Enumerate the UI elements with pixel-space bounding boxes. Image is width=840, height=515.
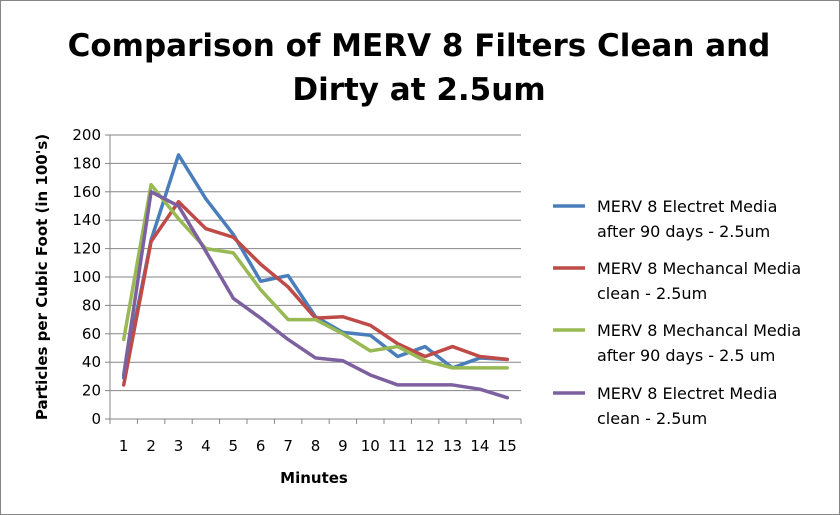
- x-tick-label: 1: [119, 437, 129, 455]
- x-tick-label: 13: [443, 437, 462, 455]
- x-tick-label: 4: [201, 437, 211, 455]
- series-lines: [121, 153, 510, 400]
- y-tick-label: 100: [72, 268, 101, 286]
- x-tick-label: 11: [388, 437, 407, 455]
- series-line-1: [121, 153, 510, 380]
- x-tick-label: 3: [174, 437, 184, 455]
- y-tick-label: 80: [82, 296, 101, 314]
- legend-item-1: MERV 8 Electret Media after 90 days - 2.5…: [553, 197, 777, 241]
- x-tick-label: 14: [470, 437, 489, 455]
- x-tick-label: 10: [361, 437, 380, 455]
- legend-item-3: MERV 8 Mechancal Media after 90 days - 2.…: [553, 321, 801, 365]
- legend-label: MERV 8 Mechancal Media: [597, 321, 801, 340]
- y-tick-label: 40: [82, 353, 101, 371]
- x-tick-label: 5: [229, 437, 239, 455]
- legend: MERV 8 Electret Media after 90 days - 2.5…: [553, 197, 801, 428]
- legend-label: clean - 2.5um: [597, 409, 707, 428]
- legend-label: MERV 8 Electret Media: [597, 384, 777, 403]
- y-tick-label: 0: [91, 410, 101, 428]
- series-line-3: [121, 182, 510, 370]
- legend-label: MERV 8 Mechancal Media: [597, 259, 801, 278]
- x-axis-ticks: 1 2 3 4 5 6 7 8 9 10 11 12 13 14 15: [109, 419, 522, 455]
- legend-item-2: MERV 8 Mechancal Media clean - 2.5um: [553, 259, 801, 303]
- legend-label: clean - 2.5um: [597, 284, 707, 303]
- x-tick-label: 2: [146, 437, 156, 455]
- x-tick-label: 7: [283, 437, 293, 455]
- legend-label: after 90 days - 2.5um: [597, 222, 770, 241]
- y-tick-label: 160: [72, 183, 101, 201]
- chart-title-line-2: Dirty at 2.5um: [292, 72, 545, 108]
- x-tick-label: 6: [256, 437, 266, 455]
- x-tick-label: 12: [416, 437, 435, 455]
- chart-title: Comparison of MERV 8 Filters Clean and D…: [68, 28, 771, 108]
- y-tick-label: 200: [72, 126, 101, 144]
- chart-title-line-1: Comparison of MERV 8 Filters Clean and: [68, 28, 771, 64]
- x-tick-label: 8: [311, 437, 321, 455]
- y-tick-label: 140: [72, 211, 101, 229]
- x-tick-label: 15: [498, 437, 517, 455]
- legend-label: after 90 days - 2.5 um: [597, 346, 775, 365]
- series-line-4: [121, 190, 510, 400]
- y-axis-ticks: 0 20 40 60 80 100 120 140 160 180 200: [72, 126, 110, 428]
- gridlines: [110, 134, 521, 420]
- y-tick-label: 60: [82, 325, 101, 343]
- legend-label: MERV 8 Electret Media: [597, 197, 777, 216]
- y-tick-label: 120: [72, 240, 101, 258]
- legend-item-4: MERV 8 Electret Media clean - 2.5um: [553, 384, 777, 428]
- x-axis-title: Minutes: [280, 469, 348, 487]
- y-tick-label: 20: [82, 382, 101, 400]
- x-tick-label: 9: [338, 437, 348, 455]
- y-tick-label: 180: [72, 154, 101, 172]
- y-axis-title: Particles per Cubic Foot (in 100's): [33, 134, 51, 420]
